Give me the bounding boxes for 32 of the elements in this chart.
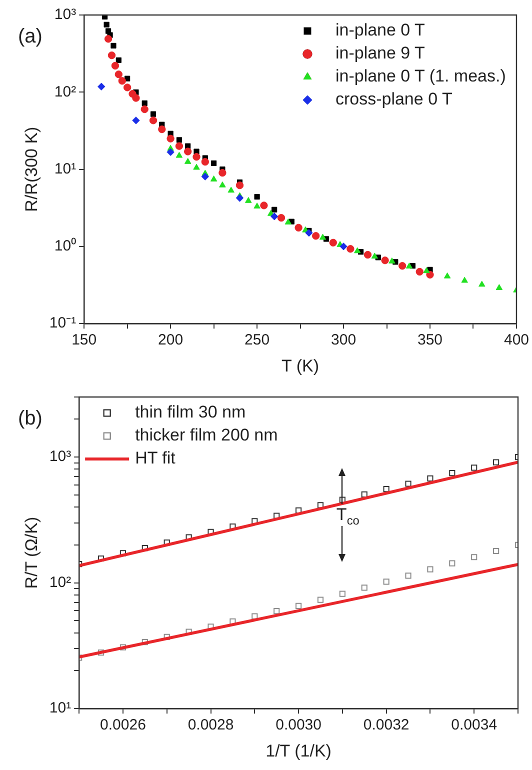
y-axis-title: R/R(300 K) [22,126,41,212]
x-axis-title: 1/T (1/K) [266,741,332,760]
x-axis-title: T (K) [282,356,320,376]
x-tick-label: 0.0026 [100,716,146,734]
x-tick-label: 350 [417,332,443,349]
legend-label: thicker film 200 nm [135,426,278,445]
y-tick-label: 10³ [49,448,72,466]
y-tick-label: 10⁻¹ [49,314,76,332]
y-tick-label: 10² [54,83,76,100]
legend-label: in-plane 9 T [335,44,425,63]
legend-label: in-plane 0 T [335,20,425,40]
x-tick-label: 150 [72,332,97,349]
y-tick-label: 10⁰ [54,238,76,255]
legend-label: in-plane 0 T (1. meas.) [335,66,506,86]
x-tick-label: 0.0028 [188,716,234,734]
y-tick-label: 10² [49,574,72,591]
y-tick-label: 10³ [54,6,76,24]
x-tick-label: 200 [158,332,184,349]
x-tick-label: 300 [331,332,356,349]
y-tick-label: 10¹ [49,700,72,717]
y-tick-label: 10¹ [54,160,76,178]
x-tick-label: 0.0032 [363,716,410,734]
x-tick-label: 250 [244,332,270,349]
legend-label: HT fit [135,448,176,468]
text: (b) [18,408,42,430]
y-axis-title: R/T (Ω/K) [22,516,41,589]
legend-label: thin film 30 nm [135,402,246,422]
x-tick-label: 0.0034 [451,716,498,734]
x-tick-label: 400 [504,332,529,349]
text: (a) [18,26,42,48]
x-tick-label: 0.0030 [276,716,322,734]
legend-label: cross-plane 0 T [335,90,452,109]
